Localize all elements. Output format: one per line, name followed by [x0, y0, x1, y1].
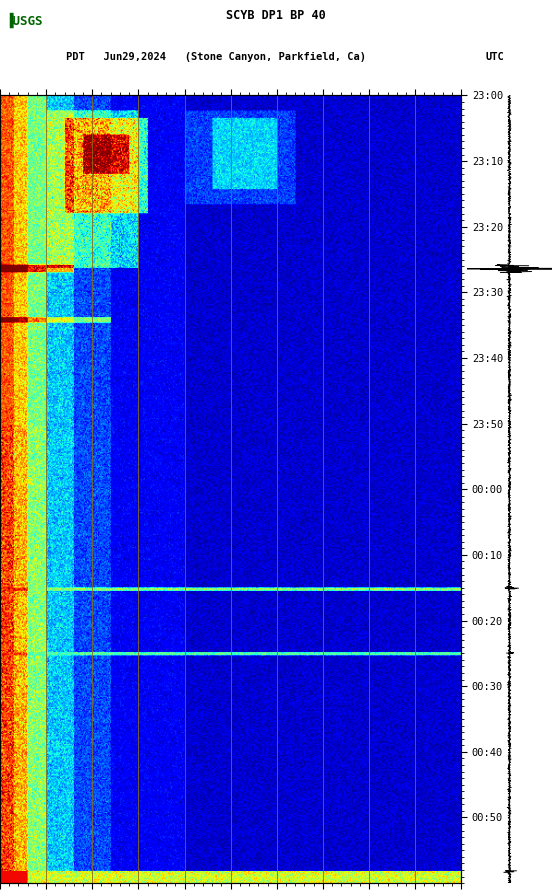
Text: SCYB DP1 BP 40: SCYB DP1 BP 40 — [226, 9, 326, 22]
Text: PDT   Jun29,2024   (Stone Canyon, Parkfield, Ca): PDT Jun29,2024 (Stone Canyon, Parkfield,… — [66, 52, 366, 62]
Text: ▐USGS: ▐USGS — [6, 12, 43, 29]
Text: UTC: UTC — [486, 52, 505, 62]
